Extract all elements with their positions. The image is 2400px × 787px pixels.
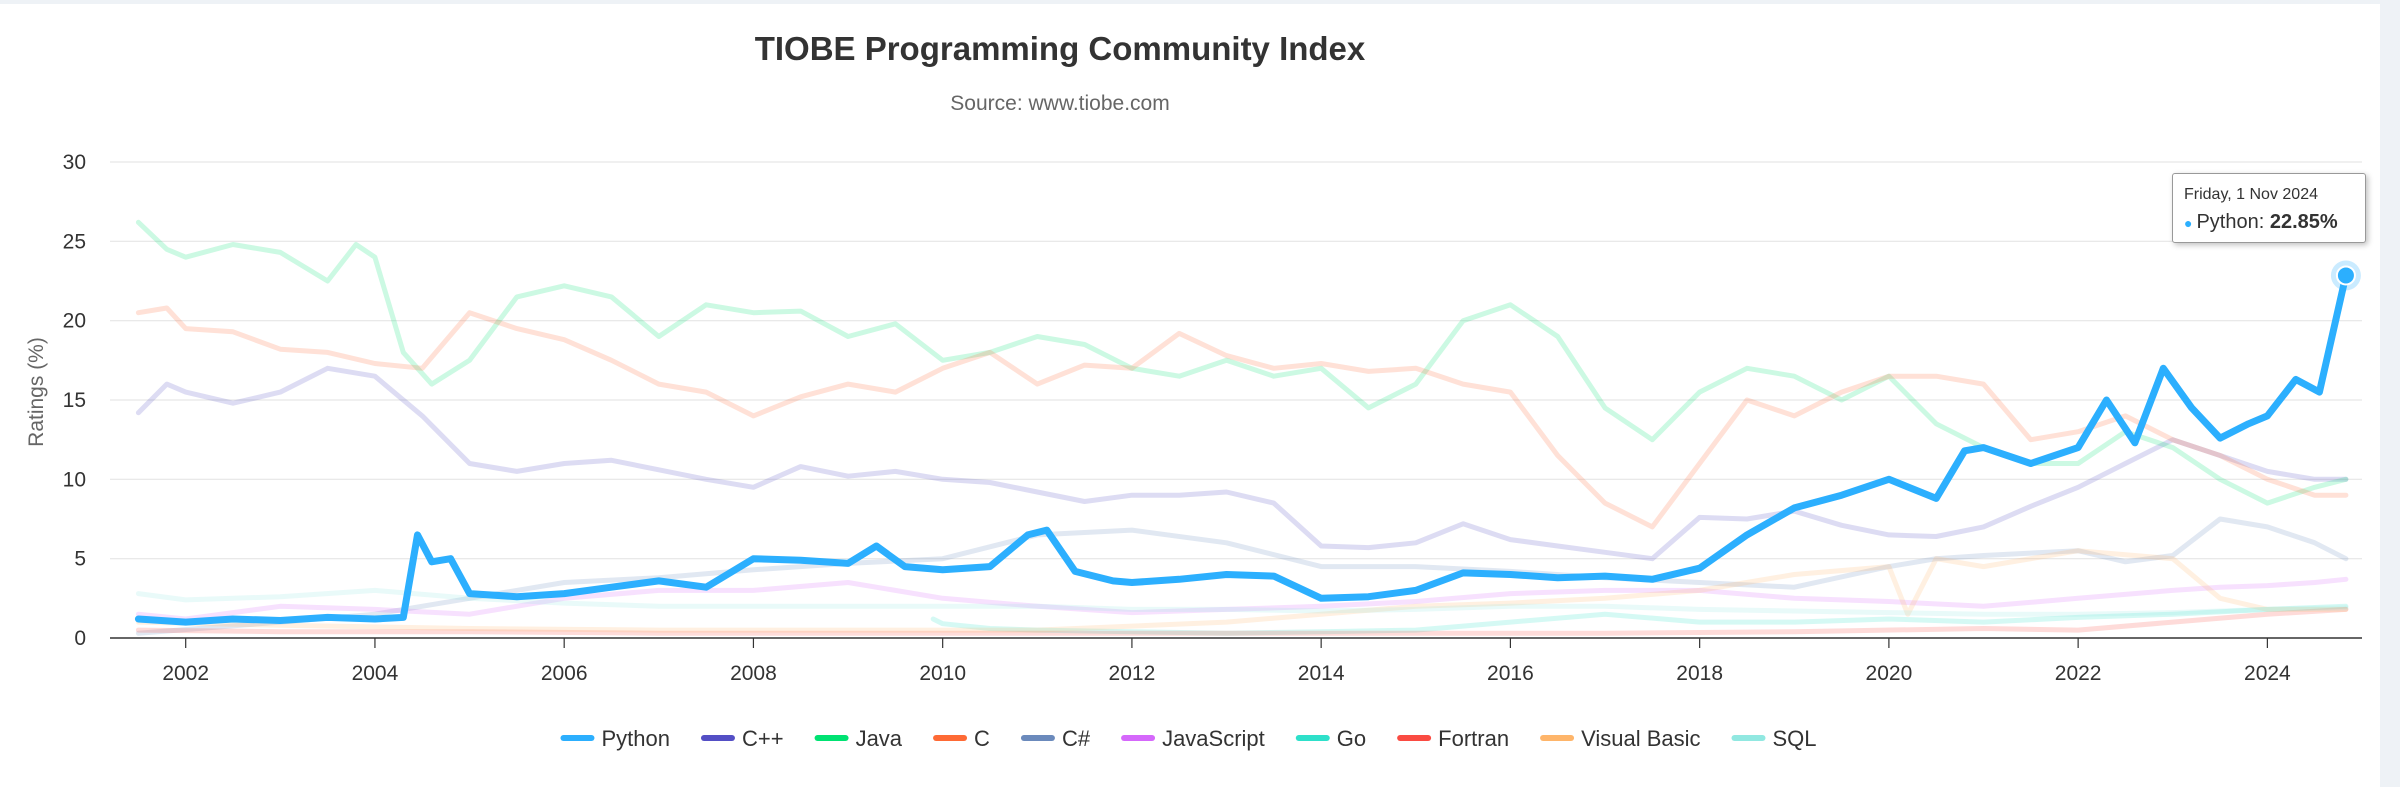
- legend-label: C: [974, 726, 990, 751]
- x-tick-label: 2004: [352, 662, 399, 685]
- tooltip-series-name: Python: [2196, 211, 2259, 233]
- x-tick-label: 2014: [1298, 662, 1345, 685]
- series-line-cpp[interactable]: [135, 365, 2349, 562]
- y-tick-label: 0: [74, 627, 86, 650]
- y-tick-label: 20: [63, 310, 86, 333]
- x-tick-label: 2008: [730, 662, 777, 685]
- series-line-go[interactable]: [930, 603, 2349, 636]
- series-line-fortran[interactable]: [135, 606, 2349, 636]
- legend-label: Java: [856, 726, 903, 751]
- x-tick-label: 2024: [2244, 662, 2291, 685]
- gridlines: [110, 161, 2362, 639]
- series-line-visual-basic[interactable]: [135, 548, 2349, 633]
- legend-label: SQL: [1773, 726, 1817, 751]
- tooltip-value: 22.85%: [2269, 211, 2338, 233]
- series-line-javascript[interactable]: [135, 576, 2349, 622]
- legend-item[interactable]: C: [933, 726, 990, 751]
- series-lines: [134, 219, 2350, 636]
- series-line-c[interactable]: [135, 305, 2349, 530]
- x-tick-label: 2010: [919, 662, 966, 685]
- series-line-java[interactable]: [135, 219, 2349, 506]
- legend-label: Python: [601, 726, 670, 751]
- legend-item[interactable]: Python: [560, 726, 670, 751]
- hover-point[interactable]: [2335, 265, 2356, 286]
- hover-marker: [2330, 260, 2361, 291]
- series-line-python[interactable]: [134, 271, 2350, 626]
- legend-label: Go: [1337, 726, 1366, 751]
- y-axis: 0 5 10 15 20 25 30: [63, 151, 86, 650]
- series-line-sql[interactable]: [135, 587, 2349, 617]
- legend: Python C++ Java C C# JavaScript Go Fortran Visua…: [560, 726, 1817, 751]
- x-tick-label: 2006: [541, 662, 588, 685]
- y-tick-label: 5: [74, 548, 86, 571]
- series-line-csharp[interactable]: [135, 516, 2349, 636]
- x-axis: 2002 2004 2006 2008 2010 2012 2014 2016 2018 2020…: [162, 638, 2291, 685]
- legend-item[interactable]: Fortran: [1397, 726, 1509, 751]
- x-tick-label: 2002: [162, 662, 209, 685]
- legend-label: Fortran: [1438, 726, 1509, 751]
- legend-item[interactable]: Java: [814, 726, 903, 751]
- legend-item[interactable]: SQL: [1731, 726, 1817, 751]
- chart-subtitle: Source: www.tiobe.com: [950, 92, 1170, 115]
- x-tick-label: 2016: [1487, 662, 1534, 685]
- x-tick-label: 2022: [2055, 662, 2102, 685]
- tooltip-series-dot: ●: [2184, 215, 2193, 231]
- legend-item[interactable]: C++: [700, 726, 784, 751]
- y-tick-label: 15: [63, 389, 86, 412]
- legend-item[interactable]: C#: [1020, 726, 1091, 751]
- legend-item[interactable]: JavaScript: [1121, 726, 1265, 751]
- legend-label: C#: [1062, 726, 1091, 751]
- y-tick-label: 25: [63, 230, 86, 253]
- legend-label: Visual Basic: [1581, 726, 1700, 751]
- tooltip: Friday, 1 Nov 2024 ● Python: 22.85%: [2172, 173, 2366, 243]
- x-tick-label: 2018: [1676, 662, 1723, 685]
- legend-item[interactable]: Go: [1295, 726, 1366, 751]
- chart-title: TIOBE Programming Community Index: [754, 30, 1366, 67]
- legend-label: C++: [742, 726, 784, 751]
- legend-item[interactable]: Visual Basic: [1540, 726, 1701, 751]
- tooltip-line: ● Python: 22.85%: [2184, 211, 2338, 233]
- legend-label: JavaScript: [1162, 726, 1265, 751]
- y-tick-label: 30: [63, 151, 86, 174]
- y-tick-label: 10: [63, 468, 86, 491]
- chart-panel: [0, 4, 2380, 787]
- tooltip-date: Friday, 1 Nov 2024: [2184, 186, 2318, 203]
- y-axis-title: Ratings (%): [25, 337, 48, 447]
- x-tick-label: 2012: [1109, 662, 1156, 685]
- x-tick-label: 2020: [1866, 662, 1913, 685]
